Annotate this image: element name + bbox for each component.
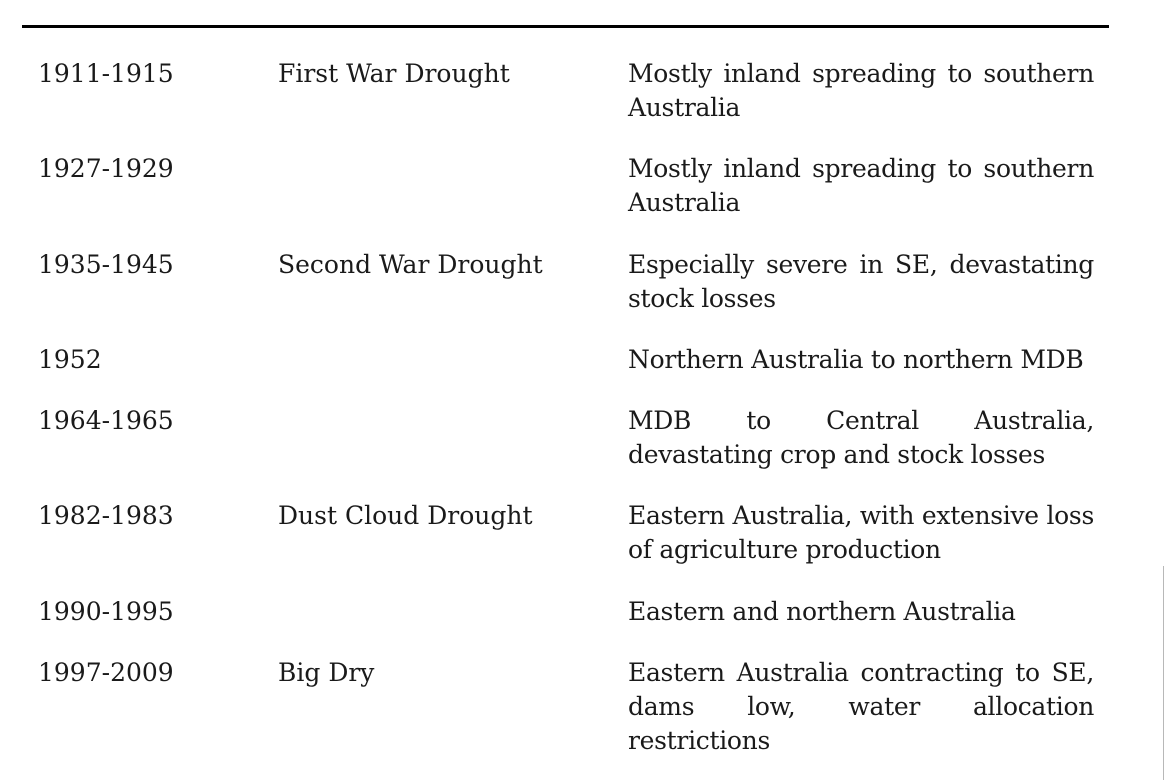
period-cell: 1997-2009 <box>38 658 174 687</box>
drought-name-cell: Big Dry <box>278 658 375 687</box>
period-cell: 1927-1929 <box>38 154 174 183</box>
period-cell: 1990-1995 <box>38 597 174 626</box>
description-cell: Northern Australia to northern MDB <box>628 345 1084 374</box>
drought-name-cell: Dust Cloud Drought <box>278 501 533 530</box>
period-cell: 1952 <box>38 345 102 374</box>
period-cell: 1964-1965 <box>38 406 174 435</box>
table-top-rule <box>22 25 1109 28</box>
page-edge-line <box>1163 566 1164 780</box>
description-cell: Eastern Australia, with extensive loss o… <box>628 501 1094 564</box>
description-cell: Especially severe in SE, devastating sto… <box>628 250 1094 313</box>
description-cell: MDB to Central Australia, devastating cr… <box>628 406 1094 469</box>
drought-name-cell: Second War Drought <box>278 250 543 279</box>
period-cell: 1935-1945 <box>38 250 174 279</box>
period-cell: 1982-1983 <box>38 501 174 530</box>
description-cell: Eastern Australia contracting to SE, dam… <box>628 658 1094 755</box>
period-cell: 1911-1915 <box>38 59 174 88</box>
description-cell: Mostly inland spreading to southern Aust… <box>628 154 1094 217</box>
description-cell: Eastern and northern Australia <box>628 597 1016 626</box>
drought-name-cell: First War Drought <box>278 59 510 88</box>
description-cell: Mostly inland spreading to southern Aust… <box>628 59 1094 122</box>
